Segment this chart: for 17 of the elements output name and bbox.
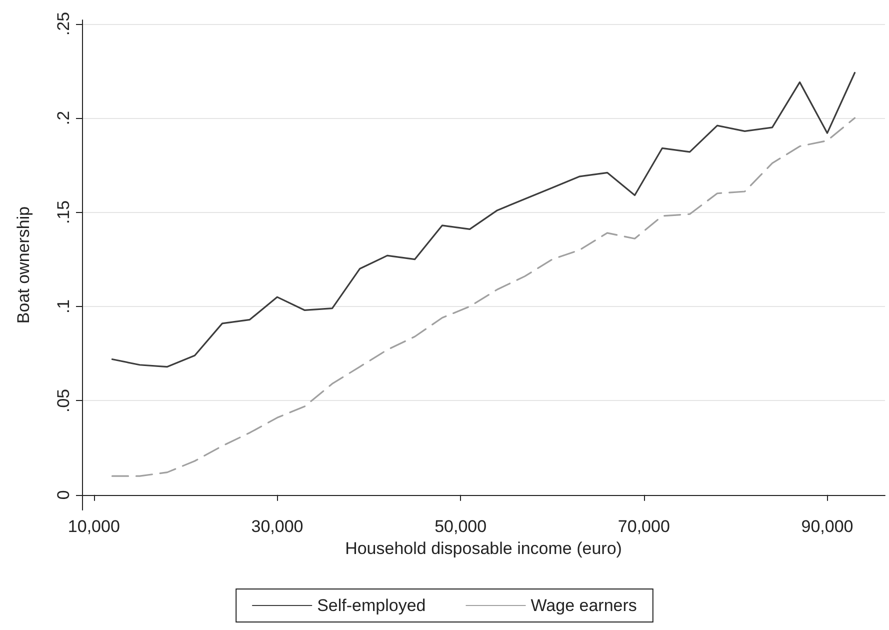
legend-label: Wage earners — [530, 596, 637, 615]
y-tick-label: .1 — [54, 299, 73, 314]
x-axis-title: Household disposable income (euro) — [345, 539, 622, 558]
y-tick-label: .2 — [54, 110, 73, 126]
y-tick-label: .05 — [54, 388, 73, 413]
x-tick-label: 70,000 — [618, 517, 670, 536]
line-series — [111, 72, 856, 368]
x-tick-label: 10,000 — [68, 517, 120, 536]
x-tick-label: 90,000 — [801, 517, 854, 536]
y-tick-label: 0 — [54, 490, 73, 500]
x-tick-label: 30,000 — [251, 517, 304, 536]
y-tick-label: .25 — [54, 12, 73, 36]
line-series — [111, 117, 856, 477]
y-tick-label: .15 — [54, 200, 73, 224]
x-tick-label: 50,000 — [434, 517, 487, 536]
y-axis-title: Boat ownership — [14, 206, 33, 324]
legend-label: Self-employed — [317, 596, 426, 615]
